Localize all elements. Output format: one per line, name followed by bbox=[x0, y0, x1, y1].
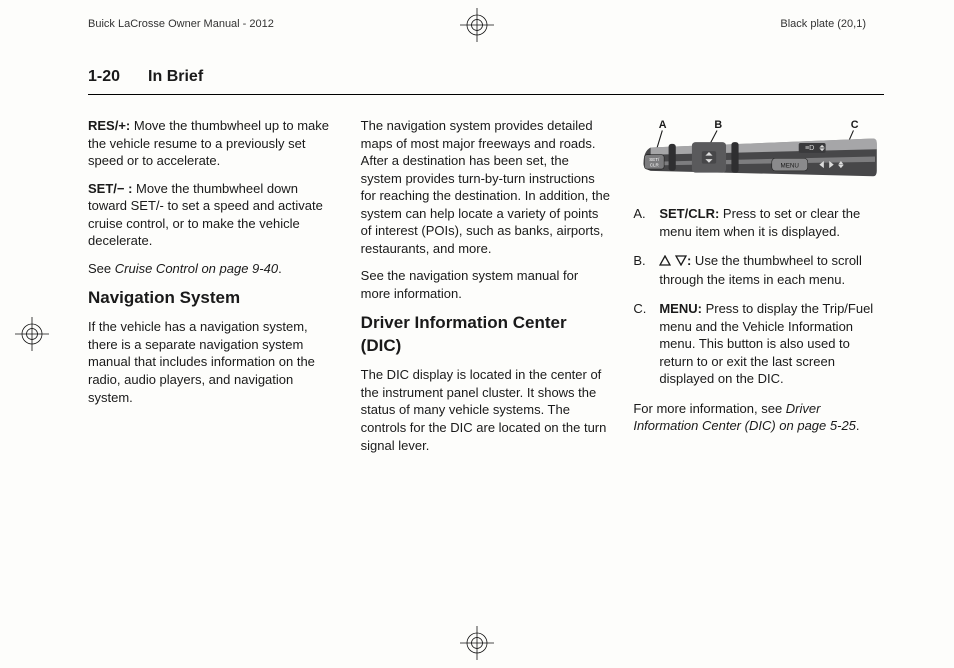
columns: RES/+: Move the thumbwheel up to make th… bbox=[88, 117, 884, 464]
list-letter: A. bbox=[633, 205, 649, 240]
page-number: 1-20 bbox=[88, 68, 120, 86]
svg-text:≡D: ≡D bbox=[805, 144, 814, 152]
nav-detail-paragraph: The navigation system provides detailed … bbox=[361, 117, 612, 257]
list-body: SET/CLR: Press to set or clear the menu … bbox=[659, 205, 884, 240]
menu-term: MENU: bbox=[659, 301, 702, 316]
nav-see-paragraph: See the navigation system manual for mor… bbox=[361, 267, 612, 302]
plate-label: Black plate (20,1) bbox=[780, 18, 866, 30]
res-term: RES/+: bbox=[88, 118, 130, 133]
page-content: 1-20 In Brief RES/+: Move the thumbwheel… bbox=[88, 68, 884, 628]
manual-title: Buick LaCrosse Owner Manual - 2012 bbox=[88, 18, 274, 30]
see-suffix: . bbox=[278, 261, 282, 276]
navigation-paragraph: If the vehicle has a navigation system, … bbox=[88, 318, 339, 406]
registration-mark-top bbox=[460, 8, 494, 42]
registration-mark-left bbox=[15, 317, 49, 351]
navigation-heading: Navigation System bbox=[88, 287, 339, 310]
list-letter: B. bbox=[633, 252, 649, 288]
set-paragraph: SET/− : Move the thumbwheel down toward … bbox=[88, 180, 339, 250]
see-prefix: See bbox=[88, 261, 115, 276]
res-paragraph: RES/+: Move the thumbwheel up to make th… bbox=[88, 117, 339, 170]
page-header: 1-20 In Brief bbox=[88, 68, 884, 95]
column-3: A B C bbox=[633, 117, 884, 464]
callout-c-letter: C bbox=[851, 119, 859, 131]
list-body: MENU: Press to display the Trip/Fuel men… bbox=[659, 300, 884, 388]
menu-button-icon: MENU bbox=[772, 158, 808, 171]
list-body: : Use the thumbwheel to scroll through t… bbox=[659, 252, 884, 288]
column-2: The navigation system provides detailed … bbox=[361, 117, 612, 464]
svg-text:CLR: CLR bbox=[650, 162, 660, 167]
callout-b-letter: B bbox=[715, 119, 723, 131]
triangle-up-icon bbox=[659, 253, 671, 271]
more-suffix: . bbox=[856, 418, 860, 433]
list-item-c: C. MENU: Press to display the Trip/Fuel … bbox=[633, 300, 884, 388]
callout-a-letter: A bbox=[659, 119, 667, 131]
svg-text:SET/: SET/ bbox=[650, 157, 661, 162]
dic-more-info: For more information, see Driver Informa… bbox=[633, 400, 884, 435]
dic-heading: Driver Information Center (DIC) bbox=[361, 312, 612, 358]
set-term: SET/− : bbox=[88, 181, 132, 196]
svg-text:MENU: MENU bbox=[781, 162, 800, 169]
more-prefix: For more information, see bbox=[633, 401, 785, 416]
list-item-b: B. : Use the thumbwheel to scroll throug… bbox=[633, 252, 884, 288]
cruise-control-xref: Cruise Control on page 9‑40 bbox=[115, 261, 278, 276]
dic-paragraph: The DIC display is located in the center… bbox=[361, 366, 612, 454]
list-letter: C. bbox=[633, 300, 649, 388]
thumbwheel-icon bbox=[702, 151, 716, 164]
stalk-figure: A B C bbox=[633, 117, 884, 187]
chapter-title: In Brief bbox=[148, 68, 203, 86]
column-1: RES/+: Move the thumbwheel up to make th… bbox=[88, 117, 339, 464]
stalk-body: SET/ CLR ≡D bbox=[644, 139, 877, 177]
see-cruise-paragraph: See Cruise Control on page 9‑40. bbox=[88, 260, 339, 278]
set-clr-term: SET/CLR: bbox=[659, 206, 719, 221]
triangle-down-icon bbox=[675, 253, 687, 271]
set-clr-button-icon: SET/ CLR bbox=[645, 155, 665, 169]
list-item-a: A. SET/CLR: Press to set or clear the me… bbox=[633, 205, 884, 240]
display-icon: ≡D bbox=[799, 143, 826, 153]
registration-mark-bottom bbox=[460, 626, 494, 660]
